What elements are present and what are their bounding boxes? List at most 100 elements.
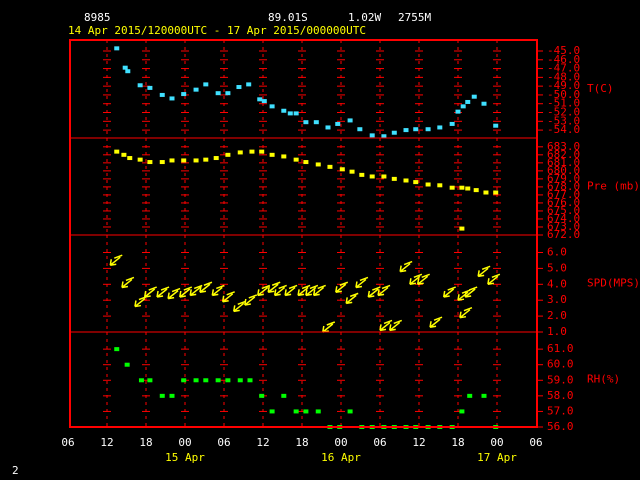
y-tick-label: -48.0 [547,70,580,83]
point [203,378,209,383]
point [391,176,397,181]
wind-arrow [335,281,349,293]
y-axis-label: RH(%) [587,373,620,386]
wind-arrow [267,281,281,293]
y-tick-label: 675.0 [547,204,580,217]
wind-arrow [121,276,135,289]
point [369,133,375,138]
point [459,226,465,231]
y-tick-label: -49.0 [547,79,580,92]
point [193,87,199,92]
wind-arrow [167,287,181,300]
point [413,180,419,185]
point [449,121,455,126]
point [425,127,431,132]
point [327,164,333,169]
y-tick-label: 682.0 [547,148,580,161]
y-axis-label: T(C) [587,82,614,95]
wind-arrow [233,300,247,313]
y-tick-label: 4.0 [547,277,567,290]
point [236,85,242,90]
y-tick-label: -53.0 [547,114,580,127]
wind-arrow [477,265,491,278]
point [483,190,489,195]
wind-arrow [416,273,430,286]
y-tick-label: 6.0 [547,245,567,258]
point [459,409,465,414]
point [181,92,187,97]
point [425,182,431,187]
point [114,347,120,352]
point [169,96,175,101]
point [493,123,499,128]
point [237,150,243,155]
wind-arrow [179,286,193,298]
wind-arrow [134,295,148,308]
point [203,157,209,162]
y-tick-label: 674.0 [547,212,580,225]
wind-arrow [257,284,271,297]
point [147,378,153,383]
point [203,82,209,87]
point [403,178,409,183]
point [114,46,120,51]
point [147,160,153,165]
point [114,149,120,154]
wind-arrow [409,273,423,286]
wind-arrow [464,286,478,298]
wind-arrow [389,319,403,332]
y-tick-label: -50.0 [547,88,580,101]
point [437,125,443,130]
y-tick-label: 60.0 [547,358,574,371]
point [181,158,187,163]
y-tick-label: 57.0 [547,404,574,417]
point [493,190,499,195]
point [449,185,455,190]
point [481,393,487,398]
point [259,393,265,398]
point [122,65,128,70]
x-tick-label: 06 [529,436,542,449]
x-group-label: 16 Apr [321,451,361,464]
point [169,158,175,163]
point [403,128,409,133]
point [225,91,231,96]
y-tick-label: 58.0 [547,389,574,402]
point [347,118,353,123]
wind-arrow [429,316,443,328]
longitude: 1.02W [348,11,381,24]
wind-arrow [312,284,326,297]
x-group-label: 15 Apr [165,451,205,464]
page-number: 2 [12,464,19,477]
point [303,120,309,125]
y-tick-label: 681.0 [547,156,580,169]
point [369,174,375,179]
point [249,149,255,154]
x-tick-label: 18 [451,436,464,449]
point [287,111,293,116]
y-axis-label: Pre (mb) [587,180,640,193]
point [465,99,471,104]
wind-arrow [345,292,359,305]
wind-arrow [109,254,123,266]
y-tick-label: -47.0 [547,62,580,75]
point [413,127,419,132]
point [460,104,466,109]
point [303,160,309,165]
elevation: 2755M [398,11,431,24]
point [225,152,231,157]
point [347,409,353,414]
y-tick-label: -45.0 [547,44,580,57]
x-tick-label: 00 [178,436,191,449]
point [257,97,263,102]
y-tick-label: 61.0 [547,342,574,355]
point [193,158,199,163]
y-tick-label: 680.0 [547,164,580,177]
y-tick-label: 677.0 [547,188,580,201]
x-tick-label: 06 [61,436,74,449]
point [325,125,331,130]
point [359,172,365,177]
point [215,91,221,96]
wind-arrow [189,284,203,297]
x-tick-label: 06 [373,436,386,449]
